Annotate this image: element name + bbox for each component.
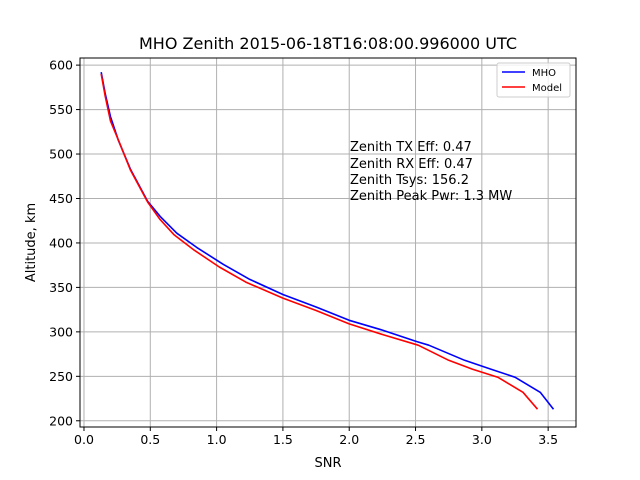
legend-label-mho: MHO: [532, 68, 556, 79]
y-tick-label: 250: [49, 369, 73, 384]
y-tick-label: 350: [49, 280, 73, 295]
legend-label-model: Model: [532, 83, 562, 94]
series-line-model: [100, 73, 539, 410]
annotation-tx-eff: Zenith TX Eff: 0.47: [350, 140, 472, 155]
annotation-block: Zenith TX Eff: 0.47 Zenith RX Eff: 0.47 …: [350, 140, 512, 204]
y-tick-label: 600: [49, 58, 73, 73]
y-tick-label: 550: [49, 102, 73, 117]
series-layer: [100, 72, 555, 410]
x-tick-label: 3.5: [538, 432, 558, 447]
y-tick-label: 400: [49, 235, 73, 250]
legend: MHO Model: [496, 62, 571, 98]
x-tick-label: 3.0: [472, 432, 492, 447]
annotation-peak-pwr: Zenith Peak Pwr: 1.3 MW: [350, 189, 512, 204]
annotation-rx-eff: Zenith RX Eff: 0.47: [350, 157, 473, 172]
y-tick-label: 300: [49, 324, 73, 339]
y-axis-label: Altitude, km: [24, 203, 39, 282]
x-tick-label: 2.0: [339, 432, 359, 447]
y-tick-label: 200: [49, 413, 73, 428]
x-tick-label: 1.5: [273, 432, 293, 447]
annotation-tsys: Zenith Tsys: 156.2: [350, 173, 469, 188]
y-tick-label: 450: [49, 191, 73, 206]
x-tick-label: 1.0: [207, 432, 227, 447]
y-tick-label: 500: [49, 147, 73, 162]
tick-layer: 0.0 0.5 1.0 1.5 2.0 2.5 3.0 3.5 200 250 300 350 400 4…: [49, 58, 558, 447]
x-tick-label: 0.5: [140, 432, 160, 447]
x-tick-label: 2.5: [406, 432, 426, 447]
x-tick-label: 0.0: [74, 432, 94, 447]
chart-title: MHO Zenith 2015-06-18T16:08:00.996000 UT…: [139, 34, 517, 53]
x-axis-label: SNR: [314, 456, 341, 471]
